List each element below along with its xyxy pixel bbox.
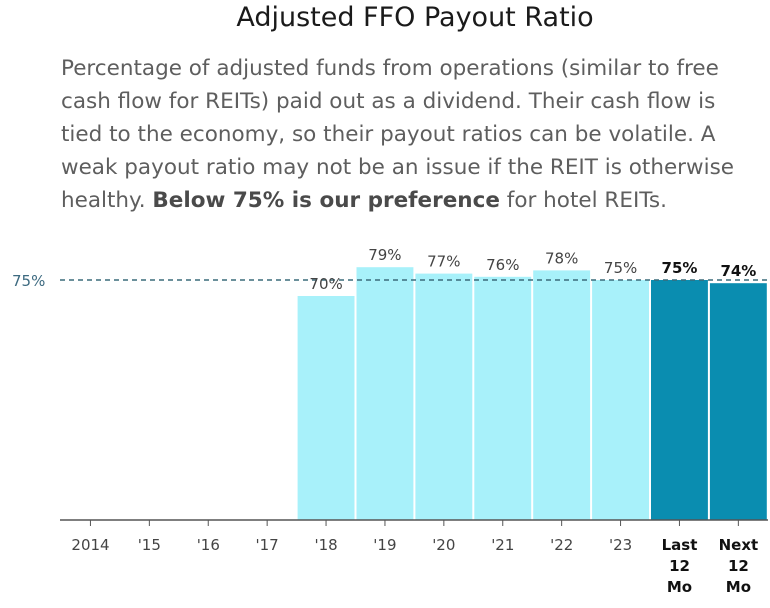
data-label-4: 70% (309, 275, 342, 293)
tick-label-0: 2014 (71, 536, 109, 554)
tick-label-1: '15 (138, 536, 161, 554)
reference-line-label: 75% (12, 272, 45, 290)
description-text: Percentage of adjusted funds from operat… (61, 56, 734, 213)
bar-9 (592, 280, 649, 520)
tick-label-3: '17 (255, 536, 278, 554)
bar-8 (533, 270, 591, 520)
chart-description: Percentage of adjusted funds from operat… (61, 52, 761, 217)
bar-7 (474, 276, 532, 520)
tick-label-5: '19 (373, 536, 396, 554)
data-label-5: 79% (368, 246, 401, 264)
tick-label-11: Next 12 Mo (719, 536, 759, 596)
tick-label-10: Last 12 Mo (662, 536, 698, 596)
chart-title: Adjusted FFO Payout Ratio (236, 2, 594, 33)
tick-label-7: '21 (491, 536, 514, 554)
data-label-7: 76% (486, 256, 519, 274)
data-label-9: 75% (604, 259, 637, 277)
bar-11 (709, 283, 767, 520)
tick-label-9: '23 (609, 536, 632, 554)
bar-10 (651, 280, 708, 520)
tick-label-4: '18 (314, 536, 337, 554)
data-label-11: 74% (720, 262, 756, 280)
bar-4 (297, 296, 355, 520)
description-emphasis: Below 75% is our preference (152, 188, 500, 213)
tick-label-6: '20 (432, 536, 455, 554)
bar-6 (415, 273, 473, 520)
tick-label-8: '22 (550, 536, 573, 554)
data-label-8: 78% (545, 249, 578, 267)
bar-5 (356, 267, 414, 520)
tick-label-2: '16 (197, 536, 220, 554)
data-label-6: 77% (427, 253, 460, 271)
data-label-10: 75% (662, 259, 698, 277)
description-text-end: for hotel REITs. (499, 188, 667, 213)
